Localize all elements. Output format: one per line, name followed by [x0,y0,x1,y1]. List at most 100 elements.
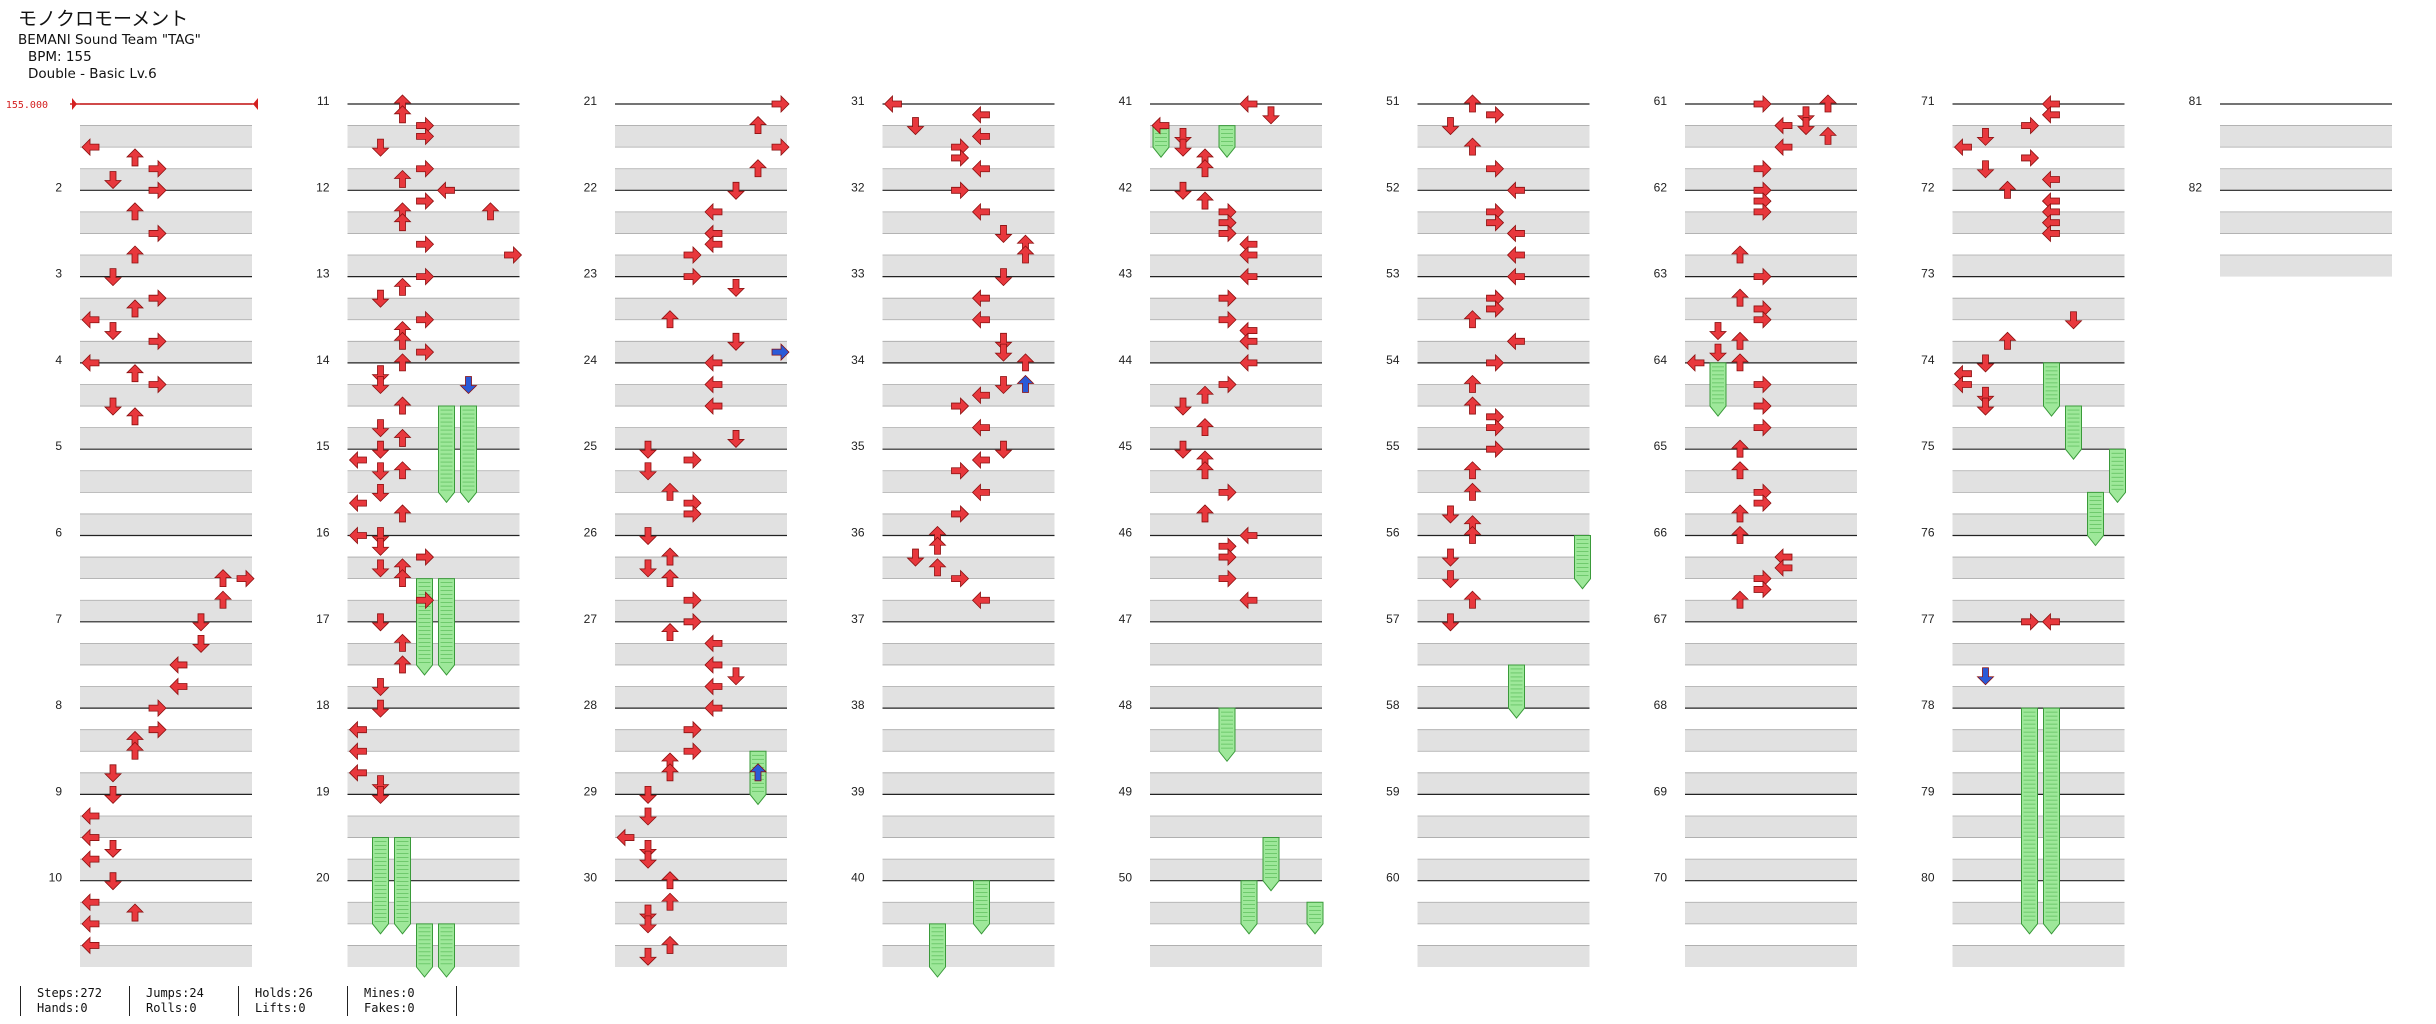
step-arrow [1774,138,1793,157]
step-arrow [749,159,767,178]
step-arrow [126,407,144,426]
step-arrow [81,893,100,912]
step-arrow [704,202,723,221]
measure-number: 47 [1119,612,1133,626]
step-arrow [951,181,970,200]
step-arrow [951,504,970,523]
step-arrow [1753,267,1772,286]
step-arrow [1218,289,1237,308]
step-arrow [639,947,657,966]
step-arrow [951,397,970,416]
step-arrow [148,289,167,308]
hold-note [1508,664,1525,719]
step-arrow [661,763,679,782]
step-arrow [1218,310,1237,329]
measure-number: 25 [584,439,598,453]
step-arrow [1709,322,1727,341]
step-arrow [1196,461,1214,480]
step-arrow [1151,116,1170,135]
step-arrow [971,451,990,469]
measure-number: 32 [851,180,865,194]
measure-number: 8 [55,698,62,712]
step-arrow [481,202,500,221]
step-arrow [727,332,745,351]
measure-69 [1685,793,1857,881]
measure-number: 18 [316,698,330,712]
measure-number: 48 [1119,698,1133,712]
step-arrow [371,527,390,546]
measure-27 [615,621,787,709]
step-arrow [1731,590,1749,609]
step-arrow [639,904,657,923]
step-arrow [1731,353,1749,372]
hold-note [372,837,389,935]
step-arrow [661,935,679,954]
step-arrow [1196,159,1214,178]
step-arrow [504,246,523,264]
measure-number: 74 [1921,353,1935,367]
hold-note [1306,901,1324,935]
step-arrow [1218,537,1237,556]
measure-3 [80,276,252,363]
step-arrow [704,397,723,416]
stat-fakes: Fakes:0 [364,1001,415,1015]
measure-21 [615,103,787,191]
step-arrow [192,613,210,632]
measure-number: 73 [1921,267,1935,281]
measure-48 [1150,707,1322,795]
step-arrow [1218,375,1237,394]
step-arrow [1262,106,1280,125]
step-arrow [1731,331,1749,350]
step-arrow [683,591,702,610]
step-arrow [1731,525,1749,544]
step-arrow [81,828,100,847]
measure-79 [1952,793,2125,881]
song-artist: BEMANI Sound Team "TAG" [18,31,201,48]
measure-number: 21 [584,94,598,108]
measure-number: 23 [584,267,598,281]
step-arrow [2041,170,2060,189]
measure-26 [615,534,787,622]
step-arrow [639,850,657,869]
measure-62 [1685,189,1857,277]
step-arrow [1486,418,1505,437]
step-arrow [416,127,435,146]
step-arrow [951,148,970,167]
step-arrow [1218,483,1237,502]
step-arrow [126,299,144,318]
measure-number: 9 [55,784,62,798]
measure-60 [1417,880,1590,967]
step-arrow [771,138,790,157]
hold-note [438,578,455,676]
measure-47 [1150,621,1322,709]
step-arrow [1774,558,1793,577]
measure-number: 4 [55,353,62,367]
step-arrow [971,591,990,610]
step-arrow [1774,116,1793,135]
step-arrow [1239,95,1258,113]
measure-number: 43 [1119,267,1133,281]
measure-number: 77 [1921,612,1935,626]
step-arrow [416,159,435,178]
step-arrow [1953,364,1972,383]
measure-16 [347,534,520,622]
step-arrow [1976,386,1995,405]
step-arrow [704,375,723,394]
step-arrow [1819,94,1837,113]
step-arrow [371,775,390,794]
step-arrow [906,548,925,567]
step-arrow [951,461,970,480]
step-arrow [1753,310,1772,329]
step-arrow [2041,95,2060,113]
measure-number: 59 [1386,784,1400,798]
step-arrow [661,871,679,890]
step-arrow [1174,440,1192,459]
measure-number: 29 [584,784,598,798]
step-arrow [1196,191,1214,210]
measure-72 [1952,189,2125,277]
step-arrow [371,483,390,502]
step-arrow [104,322,122,341]
measure-number: 68 [1654,698,1668,712]
step-arrow [971,159,990,178]
measure-77 [1952,621,2125,709]
